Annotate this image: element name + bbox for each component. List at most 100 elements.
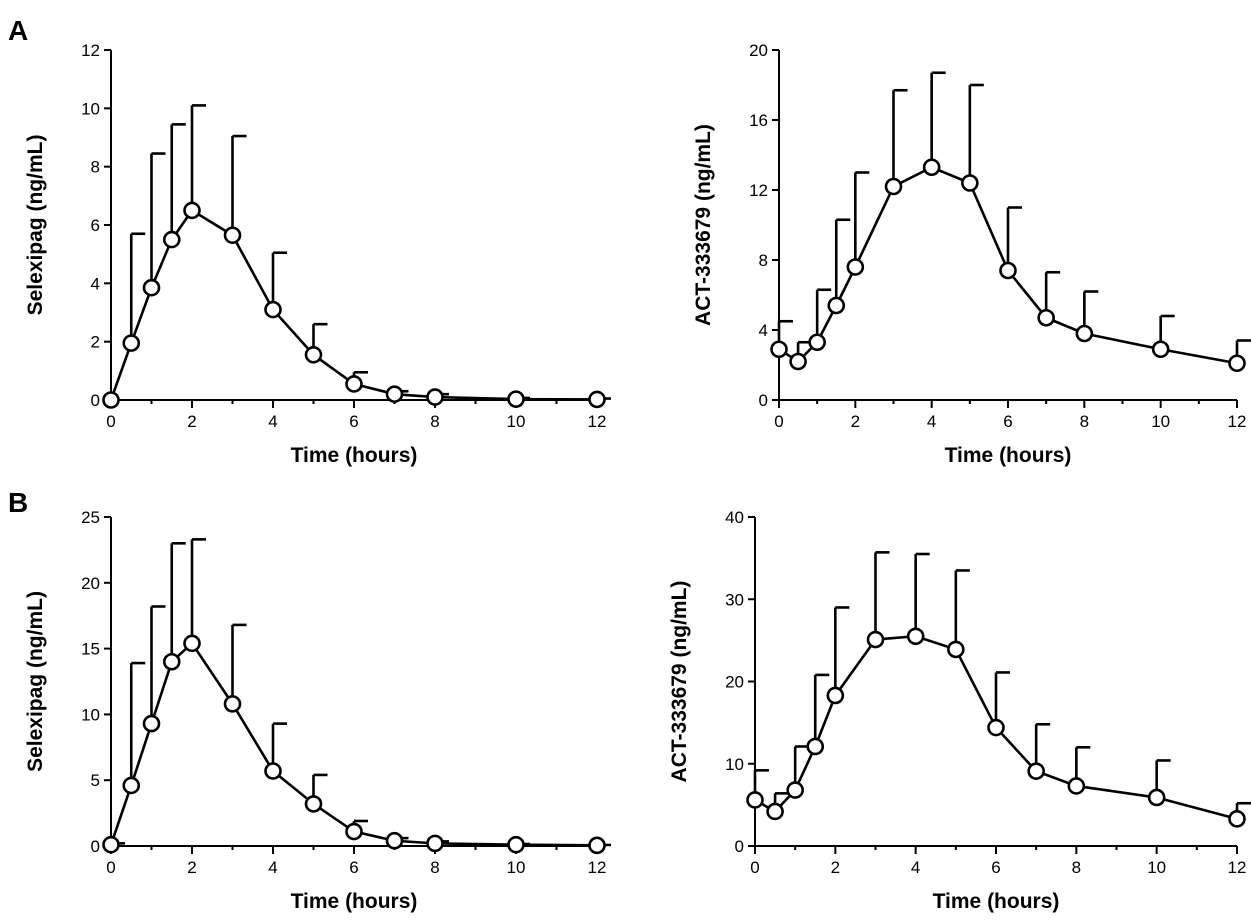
x-tick-label: 10: [507, 858, 526, 877]
data-point: [426, 834, 444, 853]
data-point: [183, 201, 201, 220]
y-tick-label: 0: [91, 391, 100, 410]
y-tick-label: 8: [91, 158, 100, 177]
x-axis-title: Time (hours): [933, 890, 1060, 913]
y-axis-title: Selexipag (ng/mL): [24, 591, 47, 772]
data-point: [588, 390, 606, 409]
y-tick-label: 12: [81, 41, 100, 60]
y-tick-label: 40: [725, 508, 744, 527]
data-point: [162, 230, 181, 249]
data-point: [808, 333, 826, 352]
data-point: [922, 158, 941, 177]
y-tick-label: 5: [91, 771, 100, 790]
data-point: [1037, 308, 1055, 327]
data-point: [906, 627, 925, 646]
y-tick-label: 2: [91, 333, 100, 352]
data-point: [947, 640, 965, 659]
chart-a-act333679: ACT-333679 (ng/mL) Time (hours) 0 2 4 6 8 10 1…: [692, 41, 1251, 467]
data-point: [385, 385, 404, 403]
x-tick-label: 0: [106, 412, 115, 431]
x-tick-label: 6: [991, 858, 1000, 877]
x-tick-label: 2: [187, 412, 196, 431]
x-tick-label: 12: [1228, 858, 1247, 877]
series-line: [109, 641, 598, 847]
y-tick-label: 0: [735, 837, 744, 856]
data-point: [122, 334, 141, 352]
data-point: [588, 836, 606, 855]
y-axis-title: ACT-333679 (ng/mL): [668, 581, 691, 783]
x-tick-label: 6: [349, 412, 358, 431]
x-tick-label: 6: [1003, 412, 1012, 431]
x-tick-label: 2: [831, 858, 840, 877]
x-tick-label: 10: [1151, 412, 1170, 431]
data-point: [846, 258, 865, 276]
x-tick-label: 4: [268, 858, 277, 877]
x-tick-label: 6: [349, 858, 358, 877]
data-point: [507, 835, 525, 854]
y-tick-label: 30: [725, 590, 744, 609]
data-point: [1228, 810, 1246, 828]
y-tick-label: 0: [759, 391, 768, 410]
y-tick-label: 15: [81, 640, 100, 659]
x-tick-label: 8: [1080, 412, 1089, 431]
chart-a-selexipag: Selexipag (ng/mL) Time (hours) 0 2 4 6 8 10 12…: [24, 41, 611, 467]
chart-b-selexipag: Selexipag (ng/mL) Time (hours) 0 2 4 6 8 10 12…: [24, 508, 611, 913]
x-tick-label: 2: [851, 412, 860, 431]
data-point: [1027, 762, 1045, 780]
x-tick-label: 4: [268, 412, 277, 431]
y-tick-label: 6: [91, 216, 100, 235]
data-point: [884, 177, 903, 196]
data-point: [1147, 788, 1166, 807]
x-tick-label: 10: [1147, 858, 1166, 877]
x-tick-label: 0: [106, 858, 115, 877]
data-point: [162, 652, 181, 671]
y-tick-label: 10: [725, 755, 744, 774]
data-point: [806, 737, 825, 756]
data-point: [789, 352, 807, 371]
x-tick-label: 4: [911, 858, 920, 877]
y-tick-label: 20: [81, 574, 100, 593]
x-tick-label: 8: [430, 412, 439, 431]
data-point: [385, 831, 404, 850]
data-point: [304, 345, 323, 364]
data-point: [961, 174, 979, 192]
data-point: [866, 630, 885, 649]
data-point: [827, 296, 846, 315]
data-point: [1151, 340, 1170, 359]
y-tick-label: 12: [749, 181, 768, 200]
data-point: [345, 822, 363, 841]
x-axis-title: Time (hours): [291, 444, 418, 467]
y-tick-label: 25: [81, 508, 100, 527]
data-point: [1067, 777, 1086, 795]
data-point: [142, 278, 161, 297]
y-tick-label: 16: [749, 111, 768, 130]
data-point: [122, 776, 141, 795]
chart-b-act333679: ACT-333679 (ng/mL) Time (hours) 0 2 4 6 8 10 1…: [668, 508, 1251, 913]
data-point: [264, 300, 282, 319]
data-point: [304, 795, 323, 813]
panel-label-b: B: [8, 487, 28, 518]
data-point: [770, 340, 788, 359]
x-tick-label: 10: [507, 412, 526, 431]
x-tick-label: 12: [1228, 412, 1247, 431]
data-point: [1228, 354, 1246, 373]
y-tick-label: 8: [759, 251, 768, 270]
data-point: [999, 261, 1017, 280]
data-point: [223, 695, 242, 713]
data-point: [987, 718, 1005, 737]
data-point: [264, 762, 282, 780]
panel-label-a: A: [8, 15, 28, 46]
data-point: [142, 714, 161, 733]
x-tick-label: 12: [588, 858, 607, 877]
y-tick-label: 20: [725, 673, 744, 692]
x-tick-label: 0: [750, 858, 759, 877]
y-axis-title: Selexipag (ng/mL): [24, 135, 47, 316]
y-tick-label: 10: [81, 99, 100, 118]
data-point: [786, 781, 804, 799]
data-point: [1075, 324, 1094, 343]
y-tick-label: 20: [749, 41, 768, 60]
x-tick-label: 8: [430, 858, 439, 877]
y-tick-label: 0: [91, 837, 100, 856]
y-tick-label: 4: [759, 321, 768, 340]
